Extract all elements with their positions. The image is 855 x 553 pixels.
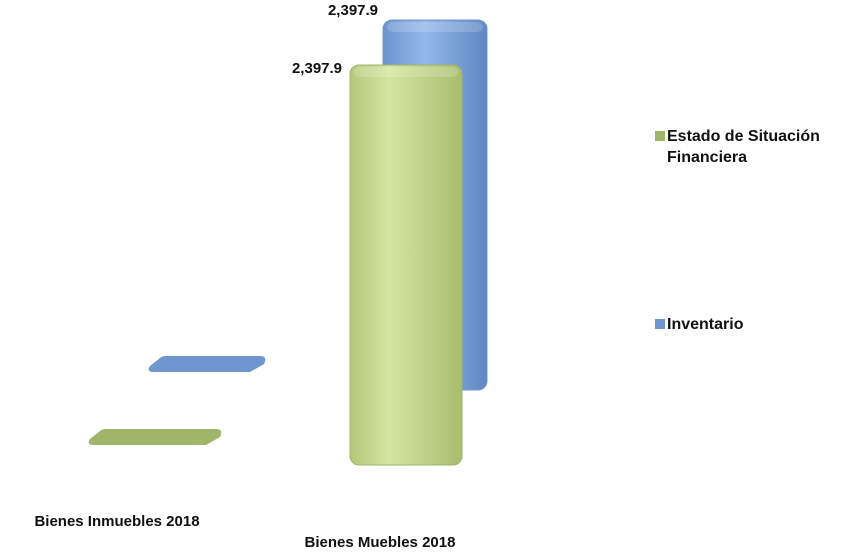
- bars-front-series: [88, 64, 463, 466]
- legend-swatch-green-icon: [655, 131, 665, 141]
- legend-swatch-blue-icon: [655, 319, 665, 329]
- legend-item-estado: Estado de Situación Financiera: [655, 126, 855, 168]
- bar-series0-cat1: [349, 64, 463, 466]
- data-label-series0-cat1: 2,397.9: [292, 60, 342, 77]
- legend: Estado de Situación Financiera Inventari…: [655, 0, 855, 553]
- legend-label: Estado de Situación Financiera: [667, 128, 820, 166]
- legend-item-inventario: Inventario: [655, 314, 855, 335]
- data-labels: 2,397.9 2,397.9: [292, 2, 378, 77]
- bar-series0-cat0: [88, 429, 222, 445]
- category-label-1: Bienes Muebles 2018: [305, 534, 456, 551]
- data-label-series1-cat1: 2,397.9: [328, 2, 378, 19]
- category-label-0: Bienes Inmuebles 2018: [34, 513, 199, 530]
- bar-top-series0-cat1: [354, 67, 458, 77]
- bar-series1-cat0: [148, 356, 266, 372]
- category-labels: Bienes Inmuebles 2018 Bienes Muebles 2018: [34, 513, 455, 551]
- bar-top-series1-cat1: [387, 22, 483, 32]
- legend-label: Inventario: [667, 316, 744, 333]
